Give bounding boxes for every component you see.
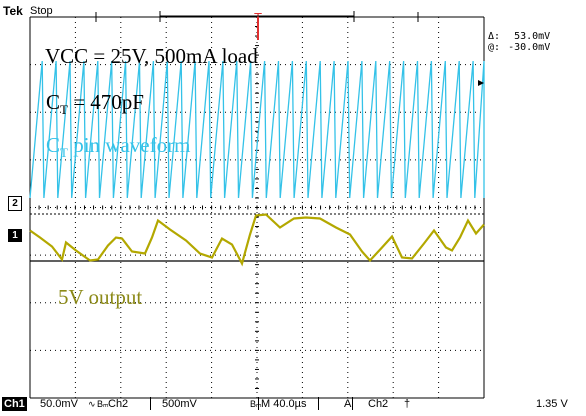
graticule <box>29 16 485 399</box>
status-bar: Ch1 50.0mV ∿ Bₘ Ch2 500mV Bₘ M 40.0µs A … <box>0 397 586 411</box>
ctw-rest: pin waveform <box>67 133 191 157</box>
ch2-ground-marker[interactable]: 2 <box>8 196 22 211</box>
ct-value-label: CT = 470pF <box>46 90 144 118</box>
conditions-label: VCC = 25V, 500mA load <box>45 44 258 68</box>
ct-sub: T <box>60 102 68 118</box>
at-value: -30.0mV <box>508 42 551 53</box>
ch1-scale: 50.0mV <box>40 398 78 410</box>
trigger-level: 1.35 V <box>536 398 568 410</box>
trigger-mode: A <box>344 398 352 410</box>
run-state: Stop <box>30 5 53 17</box>
record-position-bar <box>95 11 419 22</box>
ct-rest: = 470pF <box>67 90 144 114</box>
brand-label: Tek <box>3 4 23 18</box>
ch1-label[interactable]: Ch1 <box>2 397 27 411</box>
ct-waveform-label: CT pin waveform <box>46 133 190 161</box>
ctw-c: C <box>46 133 61 157</box>
ch2-scale: 500mV <box>162 398 197 410</box>
ct-c: C <box>46 90 61 114</box>
trigger-source: Ch2 <box>368 398 389 410</box>
trigger-position-marker[interactable]: T <box>253 11 262 40</box>
delta-value: 53.0mV <box>514 31 551 42</box>
ch1-trace-5v-output <box>29 213 485 267</box>
delta-symbol: Δ: <box>488 31 501 42</box>
trigger-level-arrow-icon <box>478 80 484 86</box>
output-label: 5V output <box>58 285 143 309</box>
ch2-label[interactable]: Ch2 <box>108 398 129 410</box>
ch1-bandwidth-icon: Bₘ <box>97 399 109 409</box>
ch2-trace-ct-pin <box>29 60 485 199</box>
cursor-readout: Δ: 53.0mV @: -30.0mV <box>488 31 550 53</box>
ctw-sub: T <box>60 145 68 161</box>
trigger-slope-icon: † <box>404 398 411 410</box>
trigger-marker-t: T <box>253 11 262 25</box>
ch2-bandwidth-icon: Bₘ <box>250 399 262 409</box>
at-symbol: @: <box>488 42 501 53</box>
timebase[interactable]: M 40.0µs <box>261 398 307 410</box>
ch1-ground-marker[interactable]: 1 <box>8 229 22 242</box>
ch1-coupling-icon: ∿ <box>88 399 96 409</box>
